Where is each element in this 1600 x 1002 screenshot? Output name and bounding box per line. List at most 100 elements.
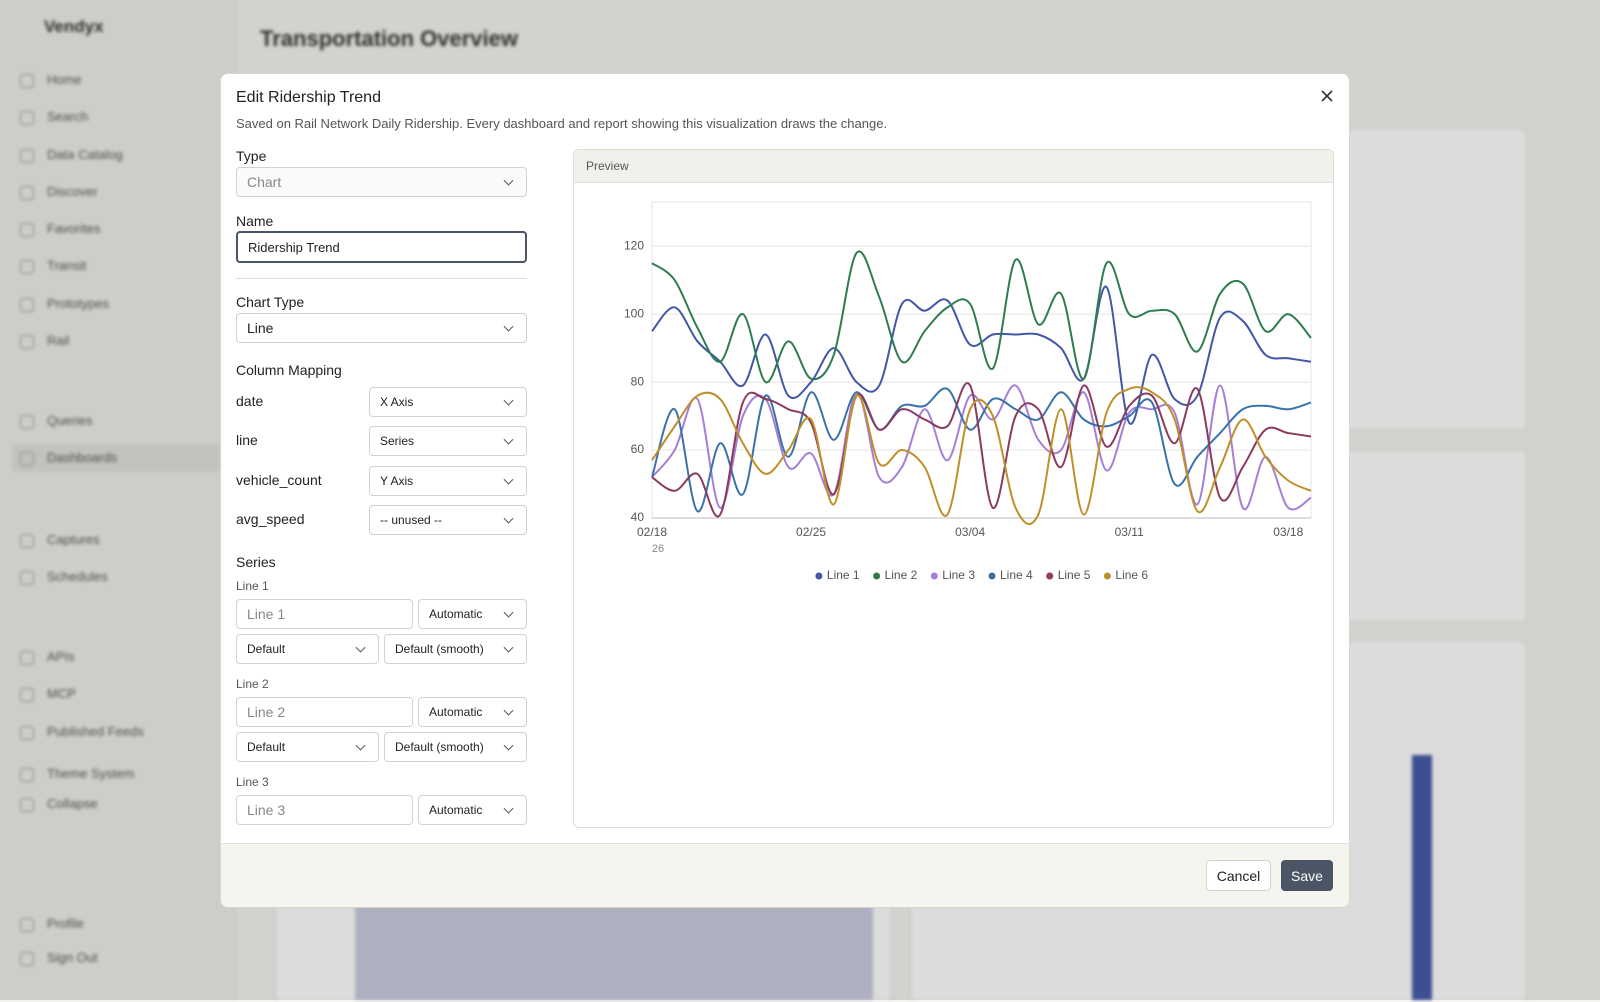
edit-dialog: Edit Ridership Trend Saved on Rail Netwo… [220,73,1350,908]
select-value: Default (smooth) [395,642,484,656]
nav-icon [20,74,34,88]
bg-bar [1412,755,1432,1000]
save-button[interactable]: Save [1281,860,1333,891]
nav-icon [20,298,34,312]
nav-icon [20,149,34,163]
y-tick-label: 60 [631,442,645,456]
mapping-role: X Axis [380,395,414,409]
series-line [651,387,1312,513]
series-color-select[interactable]: Automatic [418,697,527,727]
series-name-input[interactable]: Line 3 [236,795,413,825]
legend-label: Line 5 [1058,568,1091,582]
mapping-column: avg_speed [236,511,305,527]
close-button[interactable] [1320,89,1334,103]
nav-icon [20,260,34,274]
series-line [651,250,1312,384]
series-color-select[interactable]: Automatic [418,599,527,629]
nav-item[interactable]: Dashboards [47,450,118,465]
chart-type-select[interactable]: Line [236,313,527,343]
nav-item[interactable]: Prototypes [47,296,110,311]
series-style-select[interactable]: Default [236,634,379,664]
x-tick-label: 03/18 [1273,525,1303,539]
nav-icon [20,918,34,932]
nav-item[interactable]: Theme System [47,766,135,781]
legend-label: Line 3 [942,568,975,582]
series-curve-select[interactable]: Default (smooth) [384,732,527,762]
nav-item[interactable]: Transit [47,258,87,273]
nav-item[interactable]: APIs [47,649,75,664]
series-style-select[interactable]: Default [236,732,379,762]
series-label: Line 3 [236,775,269,789]
nav-item[interactable]: Profile [47,916,84,931]
nav-icon [20,571,34,585]
nav-item[interactable]: Data Catalog [47,147,123,162]
mapping-select[interactable]: Y Axis [369,466,527,496]
type-select[interactable]: Chart [236,167,527,197]
nav-item[interactable]: Search [47,109,89,124]
placeholder: Line 1 [247,606,286,622]
legend-label: Line 6 [1115,568,1148,582]
nav-item[interactable]: Published Feeds [47,724,144,739]
preview-panel: Preview [573,149,1334,828]
placeholder: Line 3 [247,802,286,818]
mapping-label: Column Mapping [236,362,342,378]
chart-type-value: Line [247,320,274,336]
nav-item[interactable]: Rail [47,333,70,348]
select-value: Default [247,740,286,754]
series-name-input[interactable]: Line 2 [236,697,413,727]
name-input[interactable]: Ridership Trend [236,231,527,263]
mapping-select[interactable]: -- unused -- [369,505,527,535]
mapping-column: date [236,393,264,409]
mapping-role: Y Axis [380,474,414,488]
mapping-column: line [236,432,258,448]
y-tick-label: 120 [624,238,644,252]
nav-icon [20,798,34,812]
select-value: Default [247,642,286,656]
series-label: Series [236,554,276,570]
nav-item[interactable]: Collapse [47,796,98,811]
nav-item[interactable]: Captures [47,532,100,547]
line-chart: 40 60 80 100 120 02/18 02/25 03/04 03/11 03/18 26 L… [624,201,1312,582]
legend-label: Line 1 [827,568,860,582]
nav-item[interactable]: MCP [47,686,76,701]
series-color-select[interactable]: Automatic [418,795,527,825]
divider [236,278,527,279]
nav-icon [20,452,34,466]
type-label: Type [236,148,267,164]
nav-icon [20,415,34,429]
select-value: Automatic [429,607,483,621]
nav-item[interactable]: Queries [47,413,93,428]
series-label: Line 1 [236,579,269,593]
mapping-select[interactable]: Series [369,426,527,456]
x-tick-label: 02/25 [796,525,826,539]
series-curve-select[interactable]: Default (smooth) [384,634,527,664]
nav-item[interactable]: Schedules [47,569,108,584]
nav-icon [20,335,34,349]
nav-icon [20,952,34,966]
nav-icon [20,651,34,665]
legend-swatch [1046,572,1054,580]
select-value: Default (smooth) [395,740,484,754]
nav-item[interactable]: Sign Out [47,950,98,965]
series-name-input[interactable]: Line 1 [236,599,413,629]
mapping-select[interactable]: X Axis [369,387,527,417]
preview-label: Preview [586,159,629,173]
y-tick-label: 80 [631,374,645,388]
page-title: Transportation Overview [260,26,518,51]
type-value: Chart [247,174,282,190]
cancel-button[interactable]: Cancel [1206,860,1271,891]
series-line [651,285,1312,425]
nav-item[interactable]: Home [47,72,82,87]
nav-icon [20,726,34,740]
legend-swatch [873,572,881,580]
nav-item[interactable]: Favorites [47,221,101,236]
mapping-role: Series [380,434,415,448]
dialog-subtitle: Saved on Rail Network Daily Ridership. E… [236,116,888,131]
nav-icon [20,111,34,125]
nav-item[interactable]: Discover [47,184,98,199]
series-line [651,382,1312,518]
legend: Line 1 Line 2 Line 3 Line 4 Line 5 Line 6 [815,568,1148,582]
legend-swatch [930,572,938,580]
nav-icon [20,186,34,200]
